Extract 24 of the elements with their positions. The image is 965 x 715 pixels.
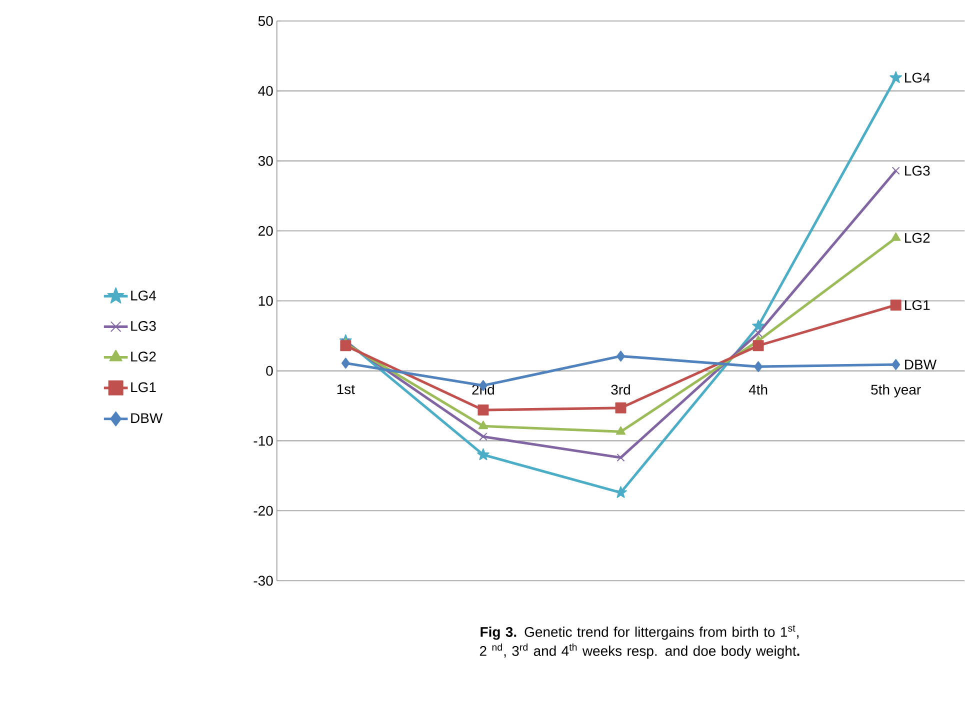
legend-label: LG1	[131, 382, 156, 392]
y-tick-label: 10	[258, 296, 273, 306]
legend-label: LG2	[131, 352, 156, 362]
x-tick-label: 5th year	[871, 384, 921, 398]
y-tick-label: 40	[258, 86, 273, 96]
y-tick-label: -10	[254, 436, 273, 446]
y-tick-label: -20	[254, 506, 273, 516]
y-tick-label: 30	[258, 156, 273, 166]
y-tick-label: -30	[254, 576, 273, 586]
y-tick-label: 50	[258, 16, 273, 26]
text: LG4	[905, 72, 930, 83]
x-tick-label: 1st	[337, 384, 355, 394]
y-tick-label: 20	[258, 226, 273, 236]
legend-label: LG3	[131, 321, 156, 332]
y-tick-label: 0	[266, 366, 273, 376]
text: LG1	[905, 300, 930, 310]
x-tick-label: 3rd	[611, 384, 630, 395]
legend-label: LG4	[131, 290, 156, 301]
text: Fig 3. Genetic trend for littergains from birth to 1$^{st}$, 2 $^{nd}$, 3$^{rd}$ and 4$^{th}$ weeks resp. and doe body weight.	[480, 625, 800, 659]
legend-label: DBW	[131, 413, 163, 424]
text: LG2	[905, 233, 930, 243]
x-tick-label: 4th	[748, 384, 768, 395]
text: DBW	[905, 360, 937, 370]
text: LG3	[905, 166, 930, 176]
